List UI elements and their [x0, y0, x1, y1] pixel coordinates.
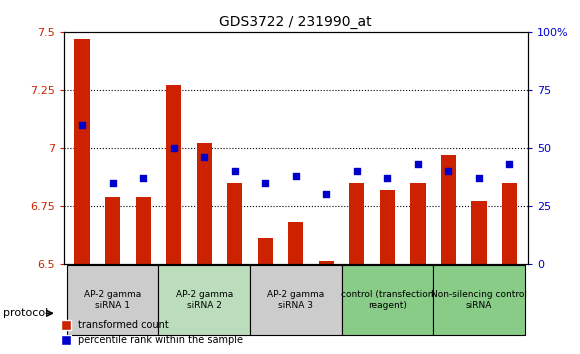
- Text: Non-silencing control
siRNA: Non-silencing control siRNA: [431, 290, 527, 310]
- Bar: [380, 190, 395, 264]
- Bar: [105, 196, 120, 264]
- Bar: [288, 222, 303, 264]
- Point: [505, 161, 514, 167]
- Bar: [158, 265, 250, 335]
- Point: [291, 173, 300, 178]
- Bar: [258, 238, 273, 264]
- Point: [322, 192, 331, 197]
- Point: [78, 122, 87, 127]
- Text: AP-2 gamma
siRNA 1: AP-2 gamma siRNA 1: [84, 290, 142, 310]
- Point: [200, 154, 209, 160]
- Bar: [433, 265, 525, 335]
- Text: AP-2 gamma
siRNA 3: AP-2 gamma siRNA 3: [267, 290, 324, 310]
- Bar: [472, 201, 487, 264]
- Bar: [250, 265, 342, 335]
- Bar: [318, 262, 334, 264]
- Bar: [74, 39, 90, 264]
- Text: control (transfection
reagent): control (transfection reagent): [341, 290, 434, 310]
- Bar: [502, 183, 517, 264]
- Point: [108, 180, 117, 185]
- Bar: [136, 196, 151, 264]
- Point: [383, 175, 392, 181]
- Bar: [166, 85, 182, 264]
- Point: [444, 168, 453, 174]
- Legend: transformed count, percentile rank within the sample: transformed count, percentile rank withi…: [57, 316, 247, 349]
- Bar: [349, 183, 364, 264]
- Text: protocol: protocol: [3, 308, 48, 318]
- Bar: [67, 265, 158, 335]
- Point: [414, 161, 423, 167]
- Point: [230, 168, 240, 174]
- Point: [474, 175, 484, 181]
- Bar: [227, 183, 242, 264]
- Point: [352, 168, 361, 174]
- Point: [169, 145, 178, 151]
- Title: GDS3722 / 231990_at: GDS3722 / 231990_at: [219, 16, 372, 29]
- Bar: [342, 265, 433, 335]
- Point: [139, 175, 148, 181]
- Bar: [441, 155, 456, 264]
- Bar: [410, 183, 426, 264]
- Bar: [197, 143, 212, 264]
- Text: AP-2 gamma
siRNA 2: AP-2 gamma siRNA 2: [176, 290, 233, 310]
- Point: [260, 180, 270, 185]
